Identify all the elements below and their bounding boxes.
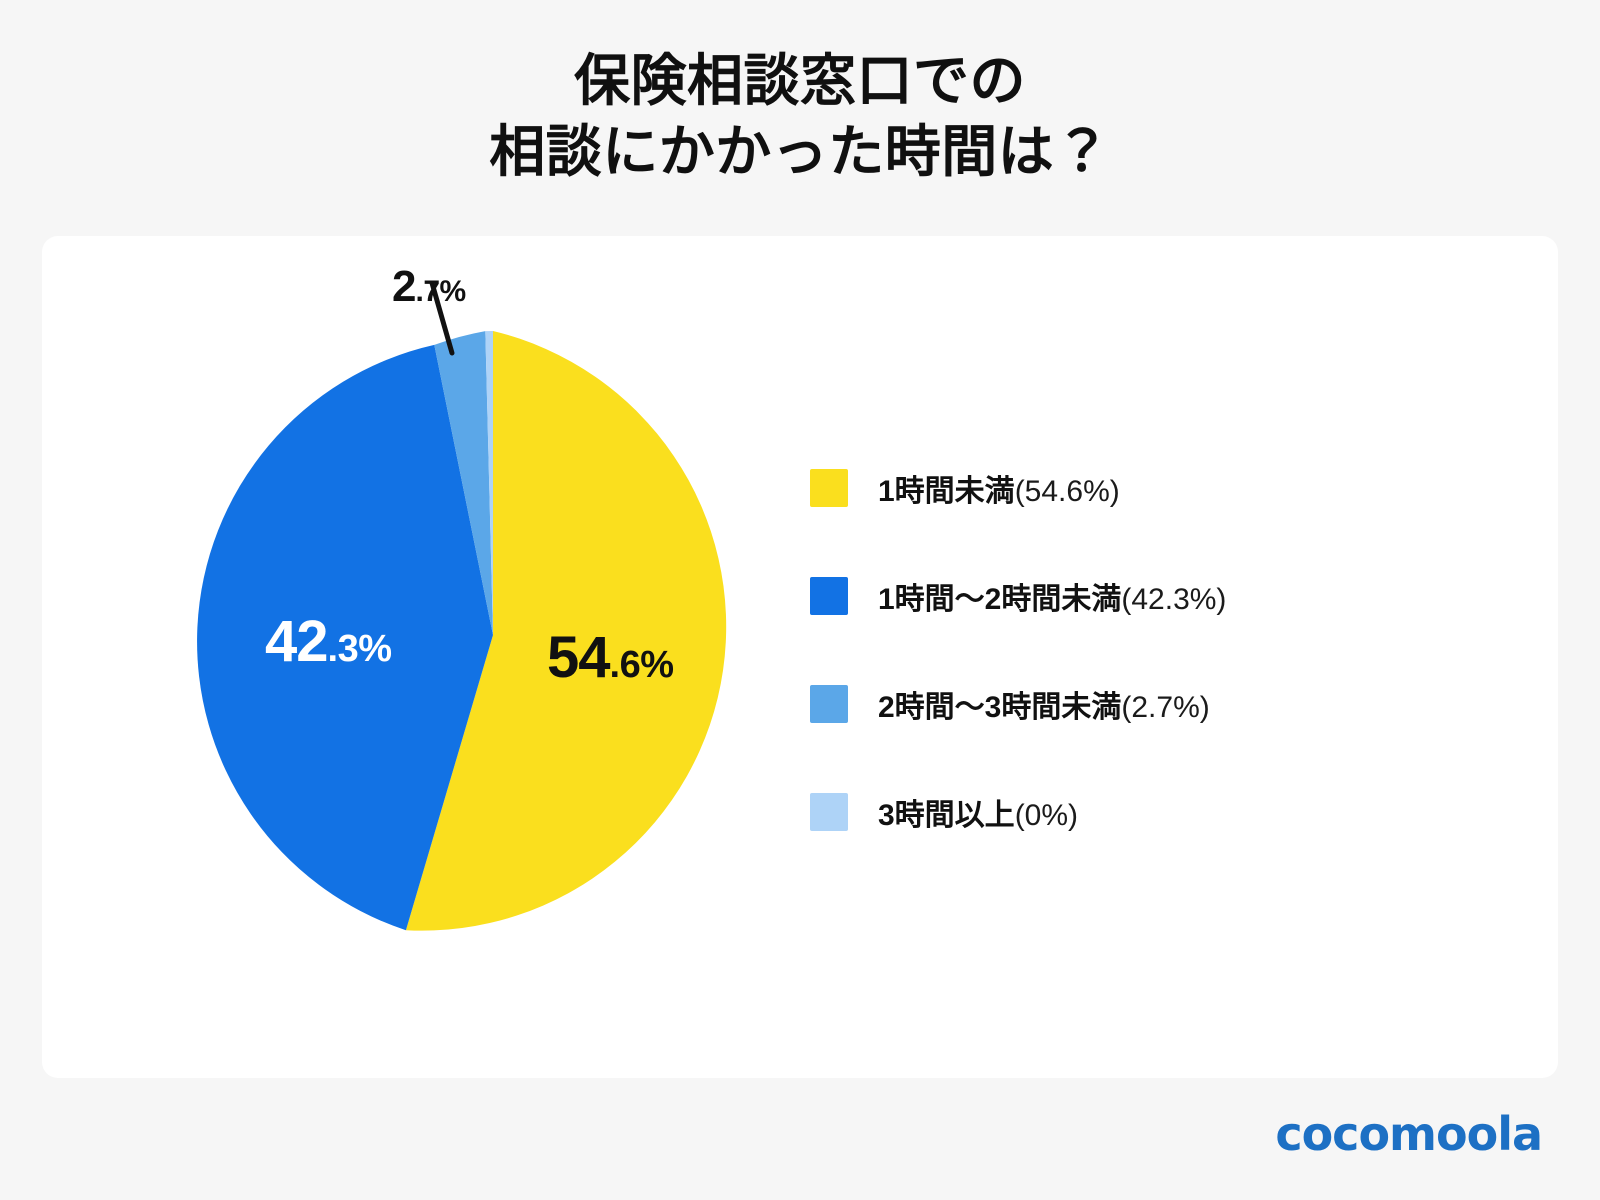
chart-card: 54.6% 42.3% 2.7% 1時間未満(54.6%) 1時間〜2時間未満(… [42,236,1558,1078]
legend-swatch-icon-3-hours-or-more [810,793,848,831]
pie-slices [197,331,727,931]
chart-legend: 1時間未満(54.6%) 1時間〜2時間未満(42.3%) 2時間〜3時間未満(… [810,434,1510,866]
pie-slice-under-1-hour[interactable] [405,331,727,931]
legend-label-under-1-hour: 1時間未満(54.6%) [878,466,1120,510]
legend-label-name-2-to-3-hours: 2時間〜3時間未満 [878,691,1122,724]
legend-label-pct-2-to-3-hours: (2.7%) [1121,691,1210,724]
pie-chart-svg [197,280,727,931]
pie-slice-3-hours-or-more[interactable] [485,331,493,635]
pie-slice-2-to-3-hours[interactable] [434,331,493,635]
legend-label-1-to-2-hours: 1時間〜2時間未満(42.3%) [878,574,1226,618]
pie-chart: 54.6% 42.3% 2.7% [147,265,847,991]
legend-swatch-icon-2-to-3-hours [810,685,848,723]
legend-label-2-to-3-hours: 2時間〜3時間未満(2.7%) [878,682,1210,726]
pie-label-2-to-3-hours: 2.7% [392,265,466,309]
legend-swatch-icon-under-1-hour [810,469,848,507]
page-title: 保険相談窓口での 相談にかかった時間は？ [0,46,1600,187]
legend-label-pct-3-hours-or-more: (0%) [1014,799,1079,832]
callout-leader-line [429,280,455,356]
legend-label-name-under-1-hour: 1時間未満 [878,475,1015,508]
legend-label-3-hours-or-more: 3時間以上(0%) [878,790,1078,834]
legend-label-name-1-to-2-hours: 1時間〜2時間未満 [878,583,1122,616]
legend-item-2-to-3-hours[interactable]: 2時間〜3時間未満(2.7%) [810,650,1510,758]
legend-label-name-3-hours-or-more: 3時間以上 [878,799,1015,832]
brand-logo-text: cocomoola [1275,1107,1543,1161]
brand-logo[interactable]: cocomoola [1275,1104,1543,1164]
legend-label-pct-under-1-hour: (54.6%) [1014,475,1120,508]
legend-item-1-to-2-hours[interactable]: 1時間〜2時間未満(42.3%) [810,542,1510,650]
page-title-line-2: 相談にかかった時間は？ [489,119,1111,183]
page-title-line-1: 保険相談窓口での [574,49,1026,112]
pie-label-2-to-3-hours-decimal: .7% [415,275,466,308]
legend-item-under-1-hour[interactable]: 1時間未満(54.6%) [810,434,1510,542]
legend-label-pct-1-to-2-hours: (42.3%) [1121,583,1227,616]
legend-swatch-icon-1-to-2-hours [810,577,848,615]
pie-slice-1-to-2-hours[interactable] [197,344,493,931]
pie-label-2-to-3-hours-integer: 2 [392,262,417,311]
legend-item-3-hours-or-more[interactable]: 3時間以上(0%) [810,758,1510,866]
